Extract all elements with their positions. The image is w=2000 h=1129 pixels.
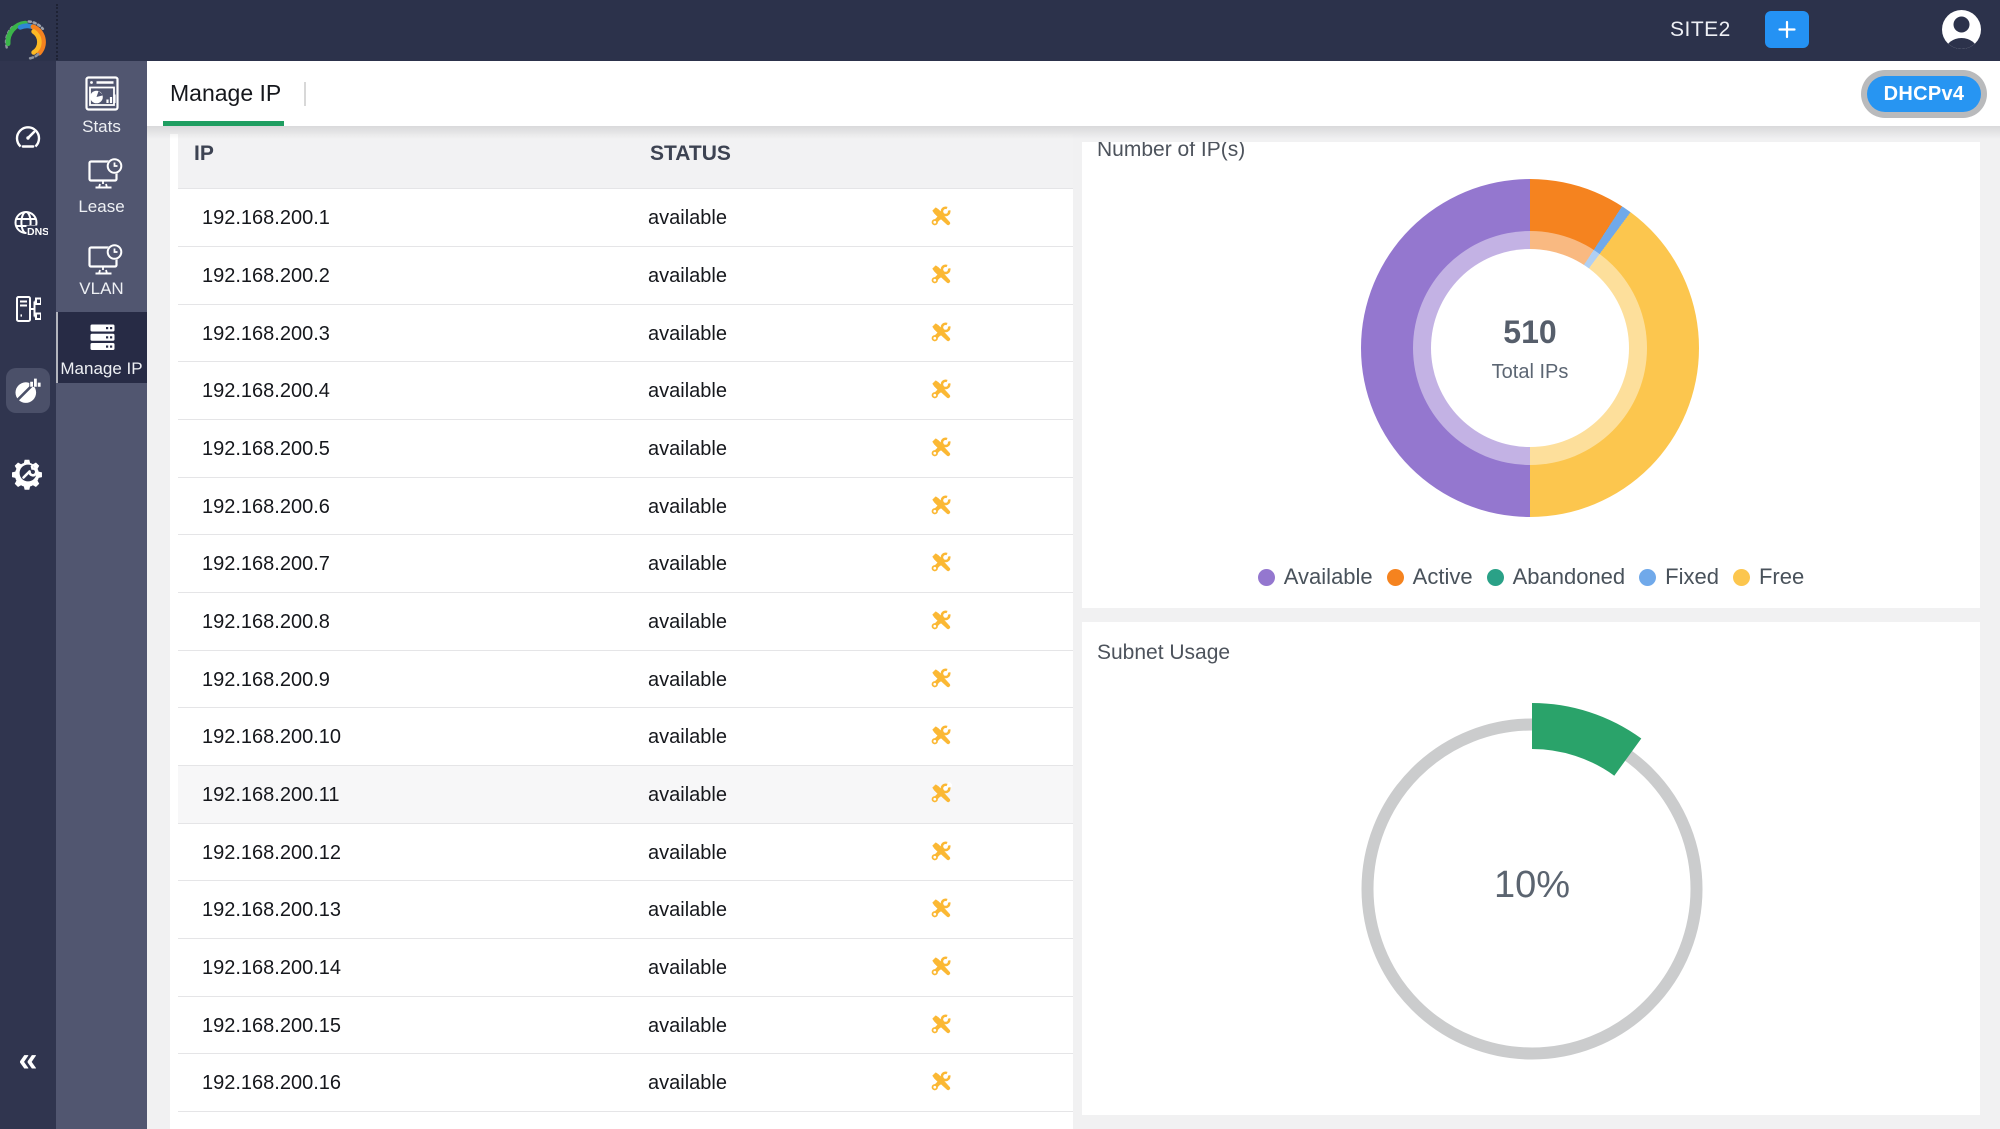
svg-text:DNS: DNS	[27, 226, 48, 237]
